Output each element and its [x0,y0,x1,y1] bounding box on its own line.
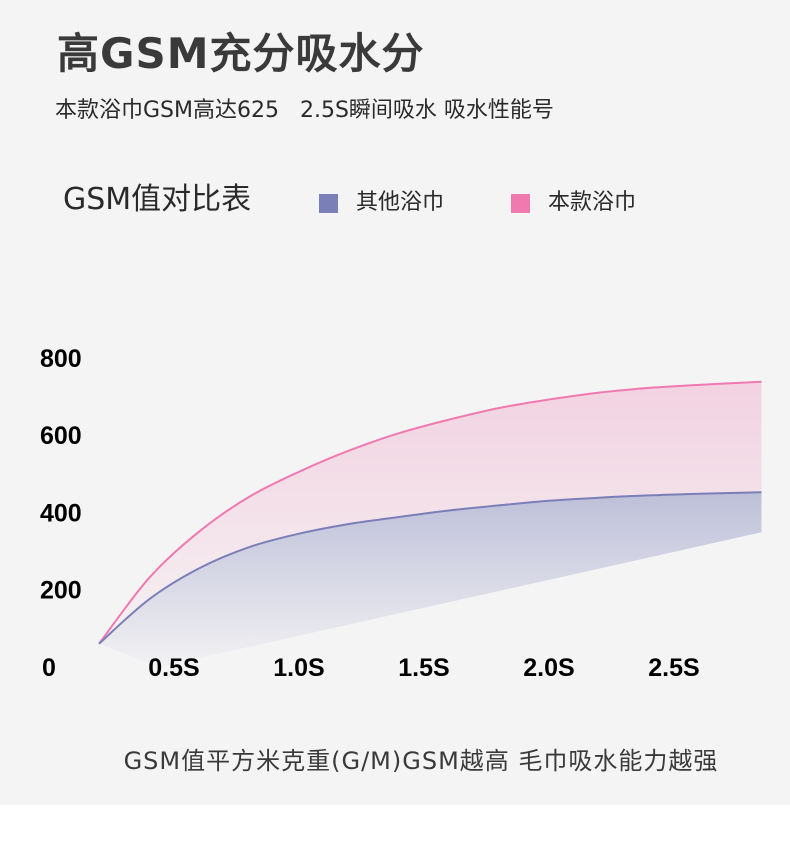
line-layer [98,380,762,645]
y-tick-label: 200 [40,577,82,605]
y-tick-label: 400 [40,499,82,527]
x-tick-label: 0.5S [148,654,199,682]
y-tick-label: 600 [40,422,82,450]
legend-item-other-towel: 其他浴巾 [319,188,444,218]
legend-label-this: 本款浴巾 [548,190,637,215]
x-tick-label: 2.0S [523,654,574,682]
x-tick-label: 1.5S [398,654,449,682]
gsm-chart: 800 600 400 200 0 0.5S 1.0S 1.5S 2.0S 2.5S [40,345,762,682]
footer-note: GSM值平方米克重(G/M)GSM越高 毛巾吸水能力越强 [123,747,719,775]
legend-swatch-other [319,193,338,213]
y-tick-label: 800 [40,345,82,373]
x-tick-label: 1.0S [273,654,324,682]
area-glow-other-towel [99,492,762,667]
legend-label-other: 其他浴巾 [356,190,445,215]
series-line-other-towel [98,491,762,645]
page-subtitle: 本款浴巾GSM高达625 2.5S瞬间吸水 吸水性能号 [55,98,554,123]
tick-layer: 800 600 400 200 0 0.5S 1.0S 1.5S 2.0S 2.5S [40,345,700,682]
series-line-this-towel [98,380,762,645]
legend-swatch-this [511,193,530,213]
origin-tick-label: 0 [42,654,56,682]
poster-card: 高GSM充分吸水分 本款浴巾GSM高达625 2.5S瞬间吸水 吸水性能号 GS… [0,0,790,805]
page-title: 高GSM充分吸水分 [57,29,425,78]
legend-item-this-towel: 本款浴巾 [511,188,636,218]
chart-title: GSM值对比表 [63,182,252,217]
x-tick-label: 2.5S [648,654,699,682]
